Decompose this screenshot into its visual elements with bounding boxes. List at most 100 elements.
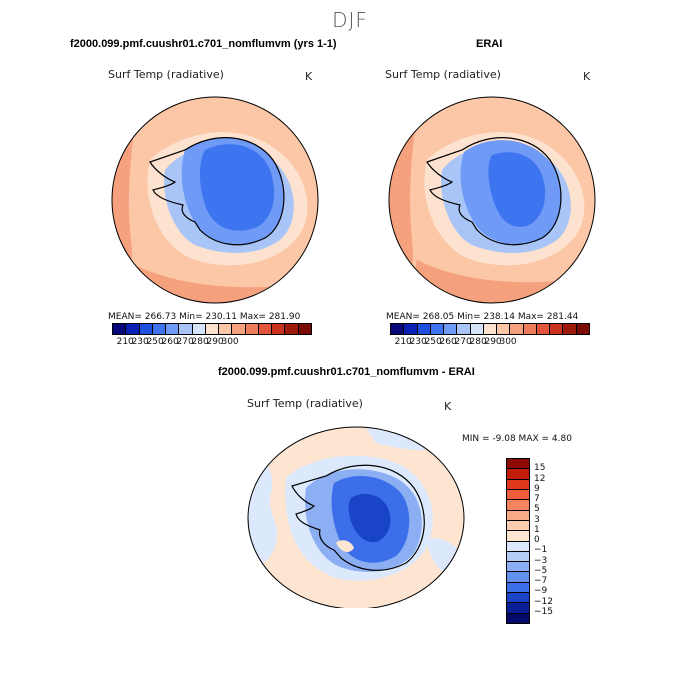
model-colorbar-swatch [126, 324, 140, 334]
diff-colorbar-swatch [507, 593, 529, 604]
diff-colorbar-tick-label: 15 [534, 463, 546, 474]
diff-colorbar [506, 458, 530, 624]
obs-colorbar-swatch [536, 324, 551, 334]
obs-colorbar-swatch [563, 324, 577, 334]
diff-colorbar-swatch [507, 459, 529, 470]
diff-colorbar-tick-label: 7 [534, 494, 540, 504]
diff-colorbar-swatch [507, 613, 529, 623]
obs-colorbar-swatch [523, 324, 537, 334]
diff-coastline [291, 464, 425, 571]
obs-colorbar-ticks: 210 230 250 260 270 280 290 300 [390, 337, 588, 349]
diff-colorbar-tick-label: 12 [534, 473, 546, 484]
obs-colorbar-swatch [497, 324, 511, 334]
obs-colorbar-swatch [444, 324, 458, 334]
diff-panel-title: f2000.099.pmf.cuushr01.c701_nomflumvm - … [218, 366, 475, 378]
diff-colorbar-tick-label: −9 [534, 586, 548, 597]
obs-ice-dark [488, 152, 546, 227]
diff-colorbar-tick-label: 0 [534, 535, 540, 545]
obs-colorbar-tick-label: 290 [484, 337, 502, 347]
diff-colorbar-tick-label: 1 [534, 524, 540, 535]
model-stats: MEAN= 266.73 Min= 230.11 Max= 281.90 [108, 312, 301, 322]
diff-colorbar-tick-label: 9 [534, 483, 540, 494]
obs-colorbar-swatch [470, 324, 484, 334]
diff-stats: MIN = -9.08 MAX = 4.80 [462, 434, 572, 444]
diff-colorbar-tick-label: 3 [534, 514, 540, 525]
diff-colorbar-swatch [507, 469, 529, 480]
model-colorbar-tick-label: 260 [161, 337, 179, 347]
model-polar-map [111, 96, 319, 304]
model-units-label: K [305, 70, 313, 83]
season-title: DJF [332, 8, 368, 32]
obs-colorbar-tick-label: 300 [499, 337, 517, 347]
diff-colorbar-swatch [507, 510, 529, 521]
diff-colorbar-swatch [507, 572, 529, 583]
diff-colorbar-swatch [507, 531, 529, 542]
model-colorbar-swatch [245, 324, 259, 334]
diff-colorbar-swatch [507, 603, 529, 614]
diff-colorbar-swatch [507, 541, 529, 552]
diff-colorbar-swatch [507, 562, 529, 573]
model-variable-label: Surf Temp (radiative) [108, 68, 224, 81]
model-colorbar-tick-label: 250 [146, 337, 164, 347]
model-colorbar-swatch [139, 324, 153, 334]
diff-colorbar-tick-label: −15 [534, 606, 553, 617]
obs-colorbar-swatch [417, 324, 431, 334]
obs-colorbar-tick-label: 210 [394, 337, 412, 347]
obs-colorbar-swatch [576, 324, 589, 334]
diff-colorbar-swatch [507, 551, 529, 563]
diff-colorbar-swatch [507, 479, 529, 490]
model-colorbar-swatch [113, 324, 127, 334]
model-colorbar-tick-label: 210 [116, 337, 134, 347]
diff-variable-label: Surf Temp (radiative) [247, 397, 363, 410]
model-panel-title: f2000.099.pmf.cuushr01.c701_nomflumvm (y… [70, 38, 337, 50]
diff-colorbar-swatch [507, 582, 529, 594]
model-colorbar-swatch [192, 324, 206, 334]
obs-colorbar-tick-label: 280 [469, 337, 487, 347]
diff-colorbar-tick-label: −5 [534, 565, 548, 576]
model-colorbar-ticks: 210 230 250 260 270 280 290 300 [112, 337, 310, 349]
diff-colorbar-ticks: 15 12 9 7 5 3 1 0 −1 −3 −5 −7 −9 −12 −15 [534, 458, 574, 622]
model-colorbar-swatch [152, 324, 167, 334]
obs-colorbar-tick-label: 260 [439, 337, 457, 347]
obs-colorbar-tick-label: 250 [424, 337, 442, 347]
model-colorbar-swatch [272, 324, 286, 334]
obs-colorbar-swatch [457, 324, 471, 334]
diff-cool-north [366, 427, 431, 451]
diff-colorbar-tick-label: −1 [534, 545, 548, 556]
diff-units-label: K [444, 400, 452, 413]
obs-colorbar-tick-label: 270 [454, 337, 472, 347]
obs-units-label: K [583, 70, 591, 83]
model-colorbar-swatch [285, 324, 299, 334]
obs-stats: MEAN= 268.05 Min= 238.14 Max= 281.44 [386, 312, 579, 322]
obs-colorbar-swatch [510, 324, 524, 334]
obs-variable-label: Surf Temp (radiative) [385, 68, 501, 81]
model-colorbar-tick-label: 230 [131, 337, 149, 347]
model-ice-dark [199, 144, 275, 231]
model-colorbar-swatch [298, 324, 311, 334]
model-colorbar-swatch [219, 324, 233, 334]
obs-coastline [426, 137, 562, 246]
diff-colorbar-tick-label: 5 [534, 504, 540, 515]
diff-colorbar-swatch [507, 500, 529, 511]
obs-colorbar-swatch [430, 324, 445, 334]
obs-colorbar-swatch [550, 324, 564, 334]
model-colorbar-tick-label: 300 [221, 337, 239, 347]
model-coastline [149, 137, 285, 246]
model-colorbar-swatch [166, 324, 180, 334]
obs-colorbar-swatch [483, 324, 498, 334]
obs-panel-title: ERAI [476, 38, 503, 50]
obs-colorbar-tick-label: 230 [409, 337, 427, 347]
diff-colorbar-tick-label: −7 [534, 576, 548, 586]
model-colorbar-swatch [205, 324, 220, 334]
obs-colorbar-swatch [404, 324, 418, 334]
obs-colorbar [390, 323, 590, 335]
model-colorbar-tick-label: 290 [206, 337, 224, 347]
obs-colorbar-swatch [391, 324, 405, 334]
diff-polar-map [247, 426, 465, 608]
diff-colorbar-tick-label: −12 [534, 596, 553, 607]
model-colorbar-tick-label: 280 [191, 337, 209, 347]
diff-colorbar-swatch [507, 489, 529, 501]
model-colorbar-swatch [179, 324, 193, 334]
diff-warm-shelf [336, 540, 354, 553]
diff-core-blue [348, 493, 391, 543]
